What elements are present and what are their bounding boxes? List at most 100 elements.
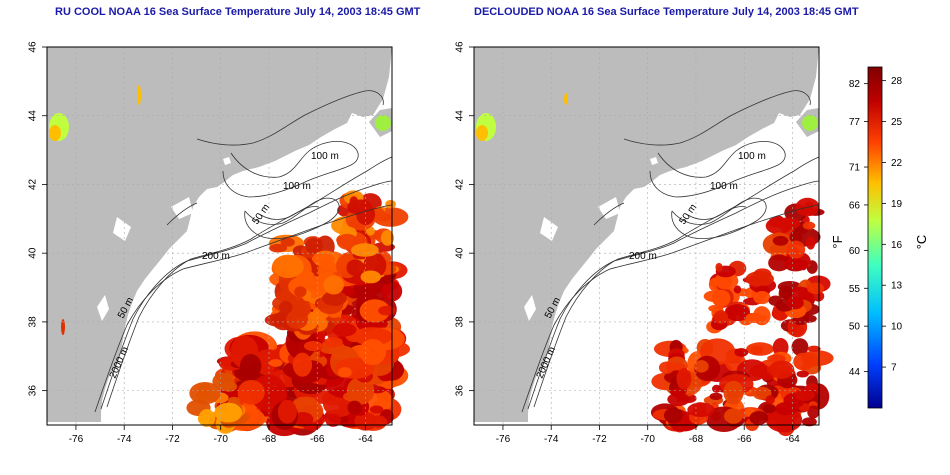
map-frame <box>46 46 393 426</box>
sst-patch <box>214 402 243 423</box>
lat-tick-label: 46 <box>455 41 466 53</box>
lon-tick-label: -64 <box>358 434 373 445</box>
sst-patch <box>801 417 817 427</box>
sst-patch <box>476 125 488 141</box>
sst-patch <box>714 272 739 290</box>
sst-patch <box>303 340 323 352</box>
sst-patch <box>768 295 783 306</box>
sst-patch <box>715 262 723 272</box>
sst-patch <box>723 380 744 405</box>
sst-patch <box>370 415 388 428</box>
sst-patch <box>305 237 323 255</box>
sst-patch <box>796 370 809 378</box>
lon-tick-label: -70 <box>213 434 228 445</box>
sst-patch <box>322 290 347 306</box>
sst-patch <box>220 381 238 392</box>
graticule <box>474 46 819 425</box>
lon-tick-label: -74 <box>544 434 559 445</box>
left-map-title: RU COOL NOAA 16 Sea Surface Temperature … <box>55 6 421 18</box>
contour-label-100m-b: 100 m <box>710 181 738 192</box>
sst-patch <box>325 413 341 427</box>
temperature-colorbar: 28 25 22 19 16 13 10 7 82 77 71 66 60 55 50 44 °F °C <box>830 66 929 409</box>
lon-tick-label: -66 <box>737 434 752 445</box>
sst-patch <box>711 289 731 307</box>
sst-patch <box>278 300 293 314</box>
sst-patch <box>320 259 335 271</box>
colorbar-gradient <box>867 66 883 409</box>
fahrenheit-tick-label: 50 <box>849 322 861 333</box>
map-frame <box>473 46 820 426</box>
sst-patch <box>746 342 774 356</box>
sst-patch <box>734 348 749 357</box>
sst-patch <box>794 388 815 401</box>
sst-patch <box>676 368 692 390</box>
sst-patch <box>369 405 384 414</box>
sst-patch <box>768 254 790 272</box>
sst-patch <box>762 403 776 414</box>
sst-patch <box>137 85 141 105</box>
celsius-tick-label: 28 <box>891 76 903 87</box>
sst-patch <box>769 360 795 379</box>
fahrenheit-tick-label: 66 <box>849 200 861 211</box>
sst-patch <box>687 402 715 418</box>
sst-patch <box>807 345 821 352</box>
fahrenheit-tick-label: 55 <box>849 284 861 295</box>
sst-patch <box>711 384 722 393</box>
sst-patch <box>49 125 61 141</box>
sst-patch <box>667 392 690 407</box>
sst-patch <box>198 409 216 428</box>
sst-patch <box>708 304 723 313</box>
sst-patch <box>385 199 396 209</box>
sst-patch <box>793 352 814 371</box>
sst-patch <box>786 296 804 310</box>
lon-tick-label: -72 <box>592 434 607 445</box>
sst-patch <box>772 235 789 246</box>
lon-tick-label: -76 <box>69 434 84 445</box>
sst-patch <box>761 372 774 381</box>
sst-patch <box>61 319 65 335</box>
lat-tick-label: 44 <box>455 110 466 122</box>
sst-patch <box>784 258 807 270</box>
sst-patch <box>347 400 362 415</box>
sst-patch <box>323 275 344 295</box>
sst-patch <box>277 399 297 424</box>
sst-patch <box>723 408 743 424</box>
sst-patch <box>658 361 675 374</box>
lat-tick-label: 36 <box>28 385 39 397</box>
contour-label-100m-a: 100 m <box>738 151 766 162</box>
right-map: 100 m 100 m 50 m 200 m 50 m 2000 m -76 -7… <box>455 41 834 445</box>
sst-data-layer <box>476 93 834 437</box>
sst-patch <box>807 405 820 419</box>
lat-tick-label: 46 <box>28 41 39 53</box>
sst-patch <box>378 305 396 316</box>
sst-patch <box>294 286 307 298</box>
axis-ticks: -76 -74 -72 -70 -68 -66 -64 46 44 42 40 38 36 <box>28 41 373 445</box>
lat-tick-label: 40 <box>455 247 466 259</box>
sst-patch <box>752 386 772 400</box>
sst-patch <box>351 243 379 257</box>
sst-patch <box>237 379 265 405</box>
fahrenheit-tick-label: 77 <box>849 117 861 128</box>
lat-tick-label: 42 <box>455 178 466 190</box>
colorbar-ticks: 28 25 22 19 16 13 10 7 82 77 71 66 60 55 50 44 <box>849 76 903 378</box>
axis-ticks: -76 -74 -72 -70 -68 -66 -64 46 44 42 40 38 36 <box>455 41 800 445</box>
lat-tick-label: 44 <box>28 110 39 122</box>
sst-patch <box>768 217 783 228</box>
celsius-tick-label: 19 <box>891 199 903 210</box>
sst-patch <box>336 233 358 250</box>
sst-patch <box>564 93 568 105</box>
celsius-tick-label: 22 <box>891 158 903 169</box>
sst-patch <box>802 221 816 230</box>
right-map-title: DECLOUDED NOAA 16 Sea Surface Temperatur… <box>474 6 859 18</box>
lon-tick-label: -70 <box>640 434 655 445</box>
sst-patch <box>694 360 709 373</box>
lon-tick-label: -64 <box>785 434 800 445</box>
sst-patch <box>189 382 221 405</box>
sst-patch <box>338 367 352 378</box>
lon-tick-label: -72 <box>165 434 180 445</box>
lon-tick-label: -74 <box>117 434 132 445</box>
sst-patch <box>268 359 283 367</box>
fahrenheit-tick-label: 71 <box>849 163 861 174</box>
sst-patch <box>806 236 816 250</box>
sst-patch <box>663 407 683 424</box>
